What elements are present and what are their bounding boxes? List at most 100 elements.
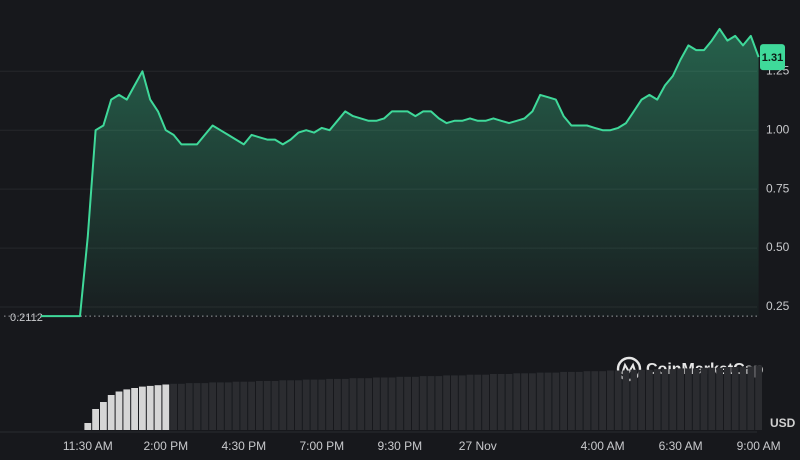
volume-bar (700, 367, 708, 430)
volume-bar (560, 371, 567, 430)
volume-bar (302, 379, 310, 430)
volume-bar (443, 375, 450, 430)
volume-bar (100, 402, 107, 430)
volume-bar (139, 386, 146, 430)
volume-bar (505, 374, 513, 430)
last-price-label: 1.31 (762, 52, 783, 64)
volume-bar (256, 381, 263, 430)
volume-bar (365, 378, 372, 430)
volume-bar (326, 378, 333, 430)
volume-bar (614, 370, 622, 430)
volume-bar (513, 373, 521, 430)
volume-bar (552, 372, 560, 430)
volume-bar (178, 383, 185, 430)
volume-bar (724, 367, 731, 430)
volume-bar (396, 376, 404, 430)
volume-bar (591, 371, 599, 430)
y-tick-label: 0.75 (766, 181, 790, 195)
volume-bar (669, 369, 677, 430)
volume-bar (310, 379, 318, 430)
x-tick-label: 27 Nov (459, 439, 497, 453)
volume-bar (646, 369, 653, 430)
volume-bar (466, 374, 474, 430)
volume-bar (622, 370, 630, 430)
volume-bar (193, 383, 201, 430)
volume-bar (380, 377, 388, 430)
volume-bar (731, 367, 739, 430)
volume-bar (474, 374, 482, 430)
volume-bar (170, 383, 177, 430)
volume-bar (638, 369, 645, 430)
price-line (41, 27, 760, 318)
volume-bar (146, 385, 154, 430)
price-area (41, 28, 759, 317)
volume-bar (357, 378, 365, 430)
volume-bar (279, 380, 287, 430)
y-tick-label: 0.25 (766, 299, 790, 313)
x-tick-label: 4:30 PM (221, 439, 266, 453)
volume-bar (497, 374, 505, 430)
volume-bar (685, 368, 692, 430)
volume-bar (240, 381, 248, 430)
volume-bar (107, 395, 115, 430)
x-tick-label: 7:00 PM (299, 439, 344, 453)
volume-bar (435, 376, 443, 430)
volume-bar (373, 377, 380, 430)
volume-bar (115, 391, 123, 430)
volume-bar (388, 377, 396, 430)
volume-bar (575, 371, 583, 430)
x-tick-label: 6:30 AM (659, 439, 703, 453)
volume-bar (536, 372, 544, 430)
volume-bar (458, 375, 466, 430)
volume-bar (716, 367, 723, 430)
x-tick-label: 9:00 AM (737, 439, 781, 453)
volume-bar (739, 367, 747, 430)
volume-bar (232, 381, 240, 430)
volume-bar (419, 376, 427, 430)
last-price-badge (760, 44, 785, 71)
volume-bar (154, 385, 162, 430)
x-tick-label: 4:00 AM (581, 439, 625, 453)
volume-bar (162, 384, 170, 430)
x-tick-label: 9:30 PM (377, 439, 422, 453)
open-price-label: 0.2112 (10, 312, 43, 324)
volume-bar (568, 371, 575, 430)
volume-bar (217, 382, 224, 430)
volume-bar (263, 381, 271, 430)
volume-bar (692, 368, 700, 430)
volume-bar (185, 383, 193, 430)
volume-bar (271, 381, 279, 430)
volume-bar (349, 378, 357, 430)
volume-bar (747, 366, 755, 430)
volume-bar (131, 388, 138, 430)
volume-bar (318, 379, 326, 430)
x-tick-label: 2:00 PM (143, 439, 188, 453)
x-tick-label: 11:30 AM (63, 439, 113, 453)
volume-bar (287, 380, 294, 430)
volume-bar (209, 382, 216, 430)
y-tick-label: 1.00 (766, 122, 790, 136)
volume-bar (653, 369, 661, 430)
volume-bar (412, 376, 419, 430)
volume-bar (451, 375, 458, 430)
volume-bar (607, 370, 614, 430)
volume-bar (599, 371, 606, 430)
volume-bar (295, 380, 302, 430)
y-tick-label: 0.50 (766, 240, 790, 254)
volume-bar (224, 382, 232, 430)
volume-bar (630, 369, 638, 430)
currency-label: USD (770, 416, 796, 430)
volume-bar (583, 371, 591, 430)
volume-bar (677, 368, 684, 430)
volume-bar (92, 409, 99, 430)
volume-bar (84, 423, 92, 430)
volume-bar (755, 365, 762, 430)
volume-bar (248, 381, 255, 430)
volume-bar (490, 374, 497, 430)
volume-bar (529, 373, 536, 430)
volume-bar (482, 374, 489, 430)
volume-bar (123, 389, 131, 430)
volume-bar (427, 376, 435, 430)
volume-bar (661, 369, 669, 430)
volume-bar (334, 378, 341, 430)
